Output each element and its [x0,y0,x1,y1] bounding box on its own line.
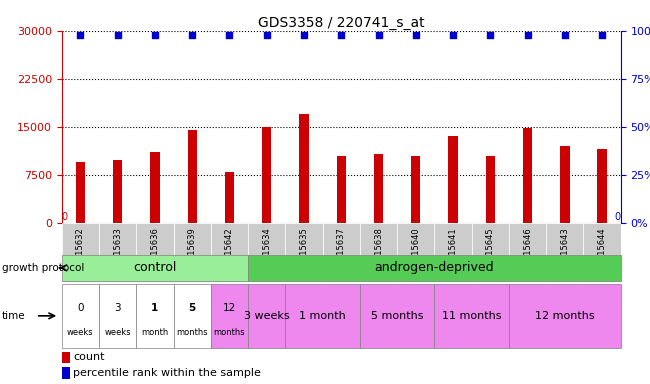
Text: 5: 5 [188,303,196,313]
Bar [174,223,211,282]
Bar [434,283,509,348]
Bar [360,283,434,348]
Text: months: months [176,328,208,337]
Text: growth protocol: growth protocol [2,263,84,273]
Bar [448,136,458,223]
Text: 5 months: 5 months [371,311,423,321]
Bar [211,223,248,282]
Point [411,31,421,38]
Text: GSM215632: GSM215632 [76,227,85,278]
Text: weeks: weeks [105,328,131,337]
Bar [360,223,397,282]
Text: 3 weeks: 3 weeks [244,311,289,321]
Bar [509,223,546,282]
Text: percentile rank within the sample: percentile rank within the sample [73,368,261,378]
Point [75,31,86,38]
Text: time: time [2,311,25,321]
Text: 12: 12 [223,303,236,313]
Point [485,31,495,38]
Text: GSM215639: GSM215639 [188,227,197,278]
Bar [509,283,621,348]
Bar [434,223,472,282]
Text: 1: 1 [151,303,159,313]
Text: 0: 0 [62,212,68,222]
Text: GSM215635: GSM215635 [300,227,309,278]
Point [560,31,570,38]
Bar [62,255,248,281]
Bar [99,283,136,348]
Bar [523,128,532,223]
Text: month: month [141,328,168,337]
Bar [397,223,434,282]
Text: weeks: weeks [67,328,94,337]
Bar [62,283,99,348]
Bar [62,223,99,282]
Bar [411,156,421,223]
Bar [62,352,70,363]
Text: count: count [73,353,105,362]
Point [336,31,346,38]
Point [299,31,309,38]
Bar [560,146,569,223]
Text: GSM215643: GSM215643 [560,227,569,278]
Text: 0: 0 [615,212,621,222]
Point [224,31,235,38]
Bar [486,156,495,223]
Bar [136,223,174,282]
Bar [248,223,285,282]
Text: androgen-deprived: androgen-deprived [374,262,494,274]
Bar [99,223,136,282]
Text: 0: 0 [77,303,84,313]
Point [150,31,160,38]
Point [112,31,123,38]
Bar [248,255,621,281]
Bar [597,149,607,223]
Bar [374,154,383,223]
Bar [262,127,271,223]
Bar [136,283,174,348]
Bar [285,223,322,282]
Text: 3: 3 [114,303,121,313]
Text: 1 month: 1 month [299,311,346,321]
Bar [75,162,85,223]
Point [523,31,533,38]
Bar [113,160,122,223]
Bar [150,152,160,223]
Text: GSM215638: GSM215638 [374,227,383,278]
Text: GSM215640: GSM215640 [411,227,421,278]
Bar [322,223,360,282]
Point [187,31,198,38]
Text: months: months [214,328,245,337]
Text: GSM215646: GSM215646 [523,227,532,278]
Point [597,31,607,38]
Title: GDS3358 / 220741_s_at: GDS3358 / 220741_s_at [258,16,424,30]
Bar [546,223,584,282]
Point [261,31,272,38]
Text: GSM215633: GSM215633 [113,227,122,278]
Text: GSM215641: GSM215641 [448,227,458,278]
Text: GSM215645: GSM215645 [486,227,495,278]
Bar [584,223,621,282]
Text: GSM215642: GSM215642 [225,227,234,278]
Text: GSM215644: GSM215644 [597,227,606,278]
Text: 12 months: 12 months [535,311,595,321]
Bar [211,283,248,348]
Bar [225,172,234,223]
Bar [187,130,197,223]
Point [373,31,384,38]
Text: control: control [133,262,177,274]
Bar [285,283,360,348]
Bar [62,367,70,379]
Text: GSM215634: GSM215634 [262,227,271,278]
Bar [472,223,509,282]
Text: GSM215636: GSM215636 [150,227,159,278]
Text: GSM215637: GSM215637 [337,227,346,278]
Point [448,31,458,38]
Bar [174,283,211,348]
Bar [337,156,346,223]
Text: 11 months: 11 months [442,311,501,321]
Bar [248,283,285,348]
Bar [299,114,309,223]
